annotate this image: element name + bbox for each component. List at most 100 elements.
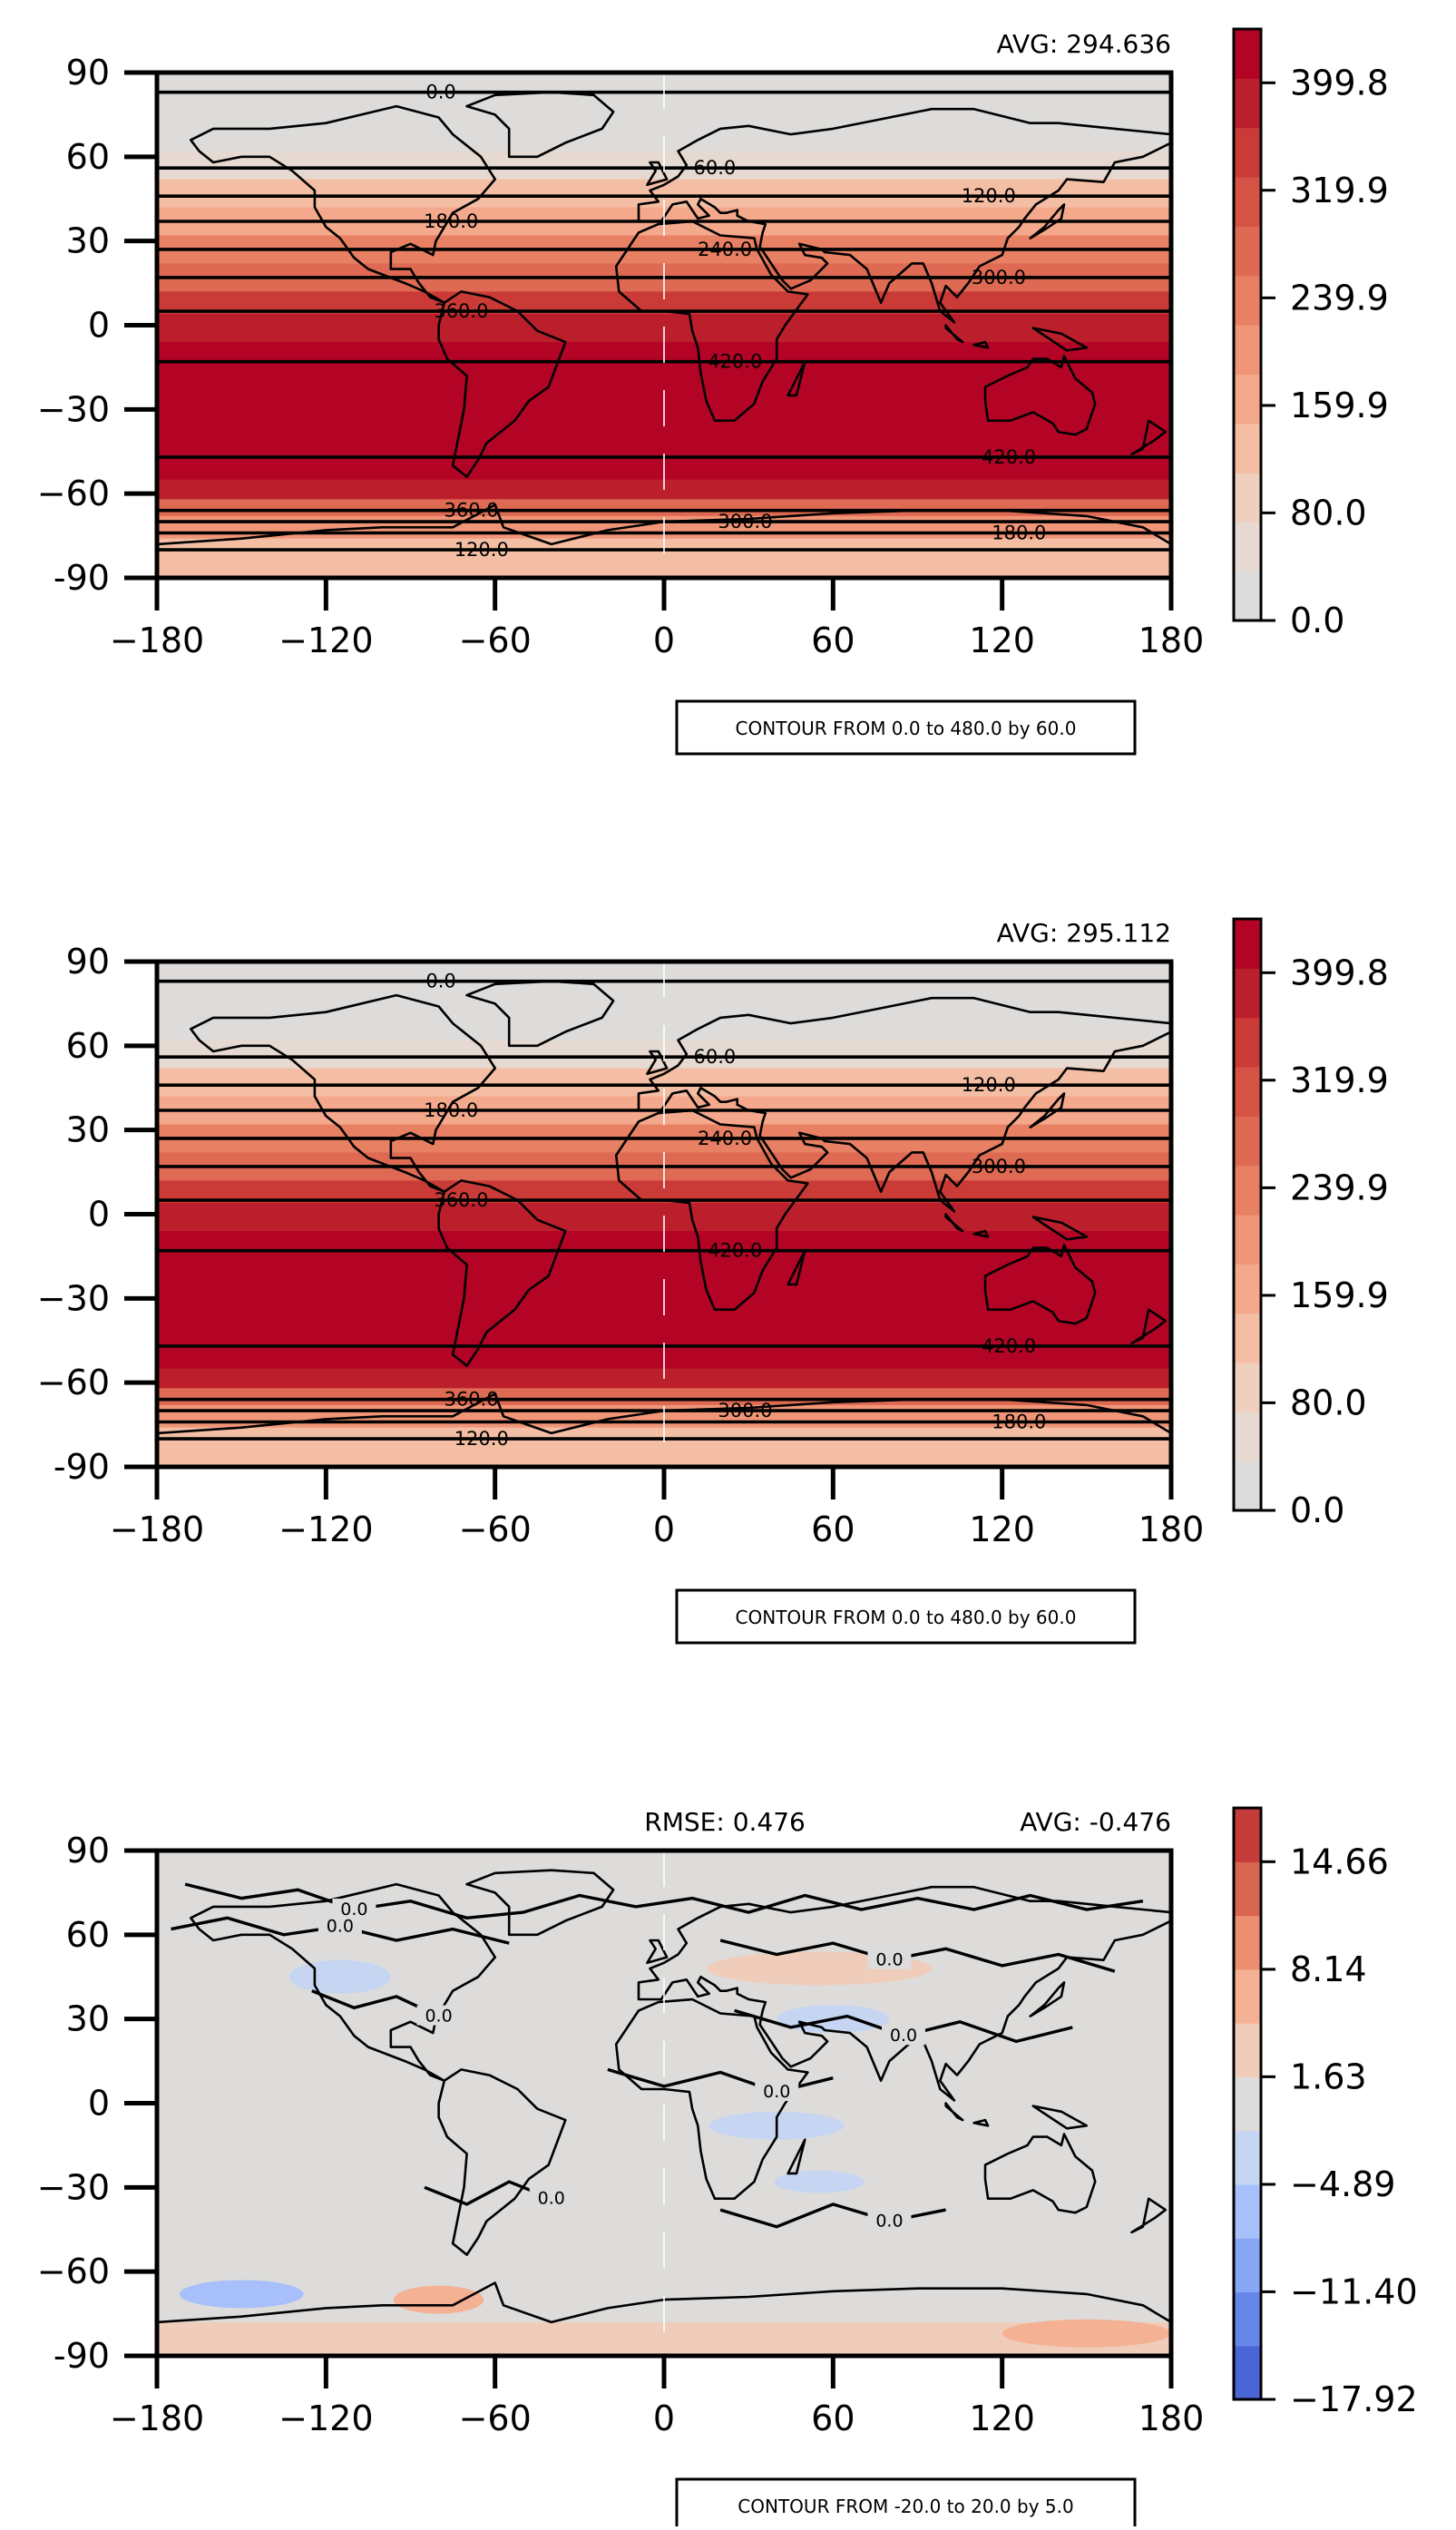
colorbar-tick-label-3: 159.9 bbox=[1290, 386, 1389, 425]
coastline-3 bbox=[614, 1109, 809, 1311]
colorbar-tick-label-1: 0.0 bbox=[1290, 601, 1344, 640]
x-tick-label-6: 120 bbox=[969, 2398, 1035, 2438]
contour-label-12: 180.0 bbox=[992, 1411, 1046, 1432]
colorbar-segment-12 bbox=[1234, 29, 1261, 79]
contour-label-4: 0.0 bbox=[425, 2007, 452, 2027]
colorbar-tick-label-5: 319.9 bbox=[1290, 1060, 1389, 1100]
y-tick-label-1: 90 bbox=[66, 942, 110, 982]
y-tick-label-5: −30 bbox=[37, 1278, 110, 1318]
coastline-8 bbox=[944, 1213, 964, 1233]
x-tick-label-3: −60 bbox=[459, 1509, 532, 1549]
colorbar-tick-label-2: 80.0 bbox=[1290, 1382, 1367, 1422]
contour-label-10: 360.0 bbox=[445, 1389, 499, 1411]
x-tick-label-3: −60 bbox=[459, 620, 532, 660]
contour-label-8: 420.0 bbox=[708, 1240, 762, 1262]
avg-annotation: AVG: 294.636 bbox=[997, 29, 1171, 59]
colorbar-segment-3 bbox=[1234, 1363, 1261, 1412]
colorbar-segment-2 bbox=[1234, 522, 1261, 572]
x-tick-label-4: 0 bbox=[653, 620, 675, 660]
contour-line-3 bbox=[719, 1939, 1116, 1973]
contour-label-bg-4 bbox=[416, 2005, 461, 2026]
contour-label-5: 240.0 bbox=[698, 1128, 752, 1149]
y-tick-label-2: 60 bbox=[66, 1915, 110, 1955]
y-tick-label-7: -90 bbox=[54, 558, 110, 598]
coastline-11 bbox=[1029, 1092, 1066, 1128]
x-tick-label-7: 180 bbox=[1138, 2398, 1205, 2438]
x-tick-label-1: −180 bbox=[110, 2398, 204, 2438]
y-tick-label-6: −60 bbox=[37, 474, 110, 513]
coastline-14 bbox=[1130, 1308, 1168, 1345]
colorbar-segment-9 bbox=[1234, 177, 1261, 227]
contour-info-text: CONTOUR FROM -20.0 to 20.0 by 5.0 bbox=[738, 2496, 1073, 2517]
contour-label-6: 300.0 bbox=[972, 267, 1026, 288]
colorbar-segment-5 bbox=[1234, 374, 1261, 425]
x-tick-label-7: 180 bbox=[1138, 620, 1205, 660]
contour-label-bg-1 bbox=[332, 1898, 376, 1919]
x-tick-label-5: 60 bbox=[811, 2398, 855, 2438]
colorbar-frame bbox=[1232, 1806, 1263, 2401]
y-tick-label-4: 0 bbox=[88, 1195, 110, 1235]
coastline-5 bbox=[983, 2133, 1097, 2214]
colorbar-tick-label-1: −17.92 bbox=[1290, 2379, 1418, 2419]
contour-label-7: 360.0 bbox=[434, 300, 488, 322]
coastline-12 bbox=[646, 1050, 669, 1076]
colorbar-segment-9 bbox=[1234, 1915, 1261, 1970]
coastline-7 bbox=[157, 2281, 1171, 2356]
contour-label-3: 120.0 bbox=[962, 1074, 1016, 1096]
x-tick-label-6: 120 bbox=[969, 1509, 1035, 1549]
coastline-2 bbox=[437, 2068, 567, 2256]
colorbar-tick-label-2: −11.40 bbox=[1290, 2271, 1418, 2311]
rmse-annotation: RMSE: 0.476 bbox=[644, 1807, 806, 1837]
colorbar-segment-5 bbox=[1234, 2130, 1261, 2185]
colorbar-segment-8 bbox=[1234, 226, 1261, 277]
x-tick-label-1: −180 bbox=[110, 1509, 204, 1549]
colorbar-segment-5 bbox=[1234, 1264, 1261, 1314]
y-tick-label-4: 0 bbox=[88, 2084, 110, 2124]
colorbar-segment-4 bbox=[1234, 423, 1261, 474]
y-tick-label-7: -90 bbox=[54, 2336, 110, 2376]
contour-label-9: 420.0 bbox=[982, 1335, 1036, 1357]
coastline-3 bbox=[614, 220, 809, 422]
contour-label-bg-5 bbox=[881, 2025, 925, 2046]
avg-annotation: AVG: 295.112 bbox=[997, 918, 1171, 948]
colorbar-tick-label-5: 8.14 bbox=[1290, 1949, 1367, 1989]
contour-info-text: CONTOUR FROM 0.0 to 480.0 by 60.0 bbox=[736, 1607, 1077, 1628]
contour-info-box bbox=[675, 2477, 1137, 2530]
x-tick-label-2: −120 bbox=[278, 620, 373, 660]
x-tick-label-5: 60 bbox=[811, 1509, 855, 1549]
y-tick-label-5: −30 bbox=[37, 389, 110, 429]
plot-area: 0.00.00.00.00.00.00.00.0 bbox=[157, 1851, 1171, 2356]
coastline-10 bbox=[1031, 2105, 1089, 2130]
colorbar-tick-label-5: 319.9 bbox=[1290, 171, 1389, 210]
avg-annotation: AVG: -0.476 bbox=[1020, 1807, 1171, 1837]
contour-label-1: 0.0 bbox=[425, 82, 455, 103]
colorbar-tick-label-4: 239.9 bbox=[1290, 278, 1389, 317]
coastline-10 bbox=[1031, 327, 1089, 352]
contour-label-6: 0.0 bbox=[763, 2082, 790, 2102]
colorbar-segment-11 bbox=[1234, 1808, 1261, 1862]
contour-label-bg-8 bbox=[867, 2210, 912, 2231]
contour-label-11: 300.0 bbox=[718, 1400, 772, 1421]
colorbar-segment-1 bbox=[1234, 1460, 1261, 1511]
contour-label-1: 0.0 bbox=[425, 971, 455, 992]
colorbar-frame bbox=[1232, 27, 1263, 622]
contour-label-bg-2 bbox=[318, 1915, 362, 1936]
contour-label-bg-3 bbox=[867, 1949, 912, 1969]
coastline-10 bbox=[1031, 1216, 1089, 1241]
colorbar-tick-label-1: 0.0 bbox=[1290, 1490, 1344, 1530]
anomaly-patch-8 bbox=[1002, 2319, 1171, 2348]
contour-label-2: 60.0 bbox=[694, 1046, 737, 1068]
colorbar-segment-4 bbox=[1234, 1313, 1261, 1363]
colorbar-segment-7 bbox=[1234, 1165, 1261, 1216]
coastline-5 bbox=[983, 355, 1097, 436]
colorbar-segment-7 bbox=[1234, 2023, 1261, 2077]
band-11 bbox=[157, 499, 1171, 517]
colorbar-tick-label-4: 239.9 bbox=[1290, 1167, 1389, 1207]
x-tick-label-3: −60 bbox=[459, 2398, 532, 2438]
colorbar-tick-label-6: 399.8 bbox=[1290, 63, 1389, 103]
contour-info-box bbox=[675, 699, 1137, 756]
coastline-2 bbox=[437, 1179, 567, 1367]
y-tick-label-6: −60 bbox=[37, 2252, 110, 2291]
contour-label-5: 0.0 bbox=[890, 2026, 917, 2046]
contour-label-3: 0.0 bbox=[875, 1950, 903, 1970]
